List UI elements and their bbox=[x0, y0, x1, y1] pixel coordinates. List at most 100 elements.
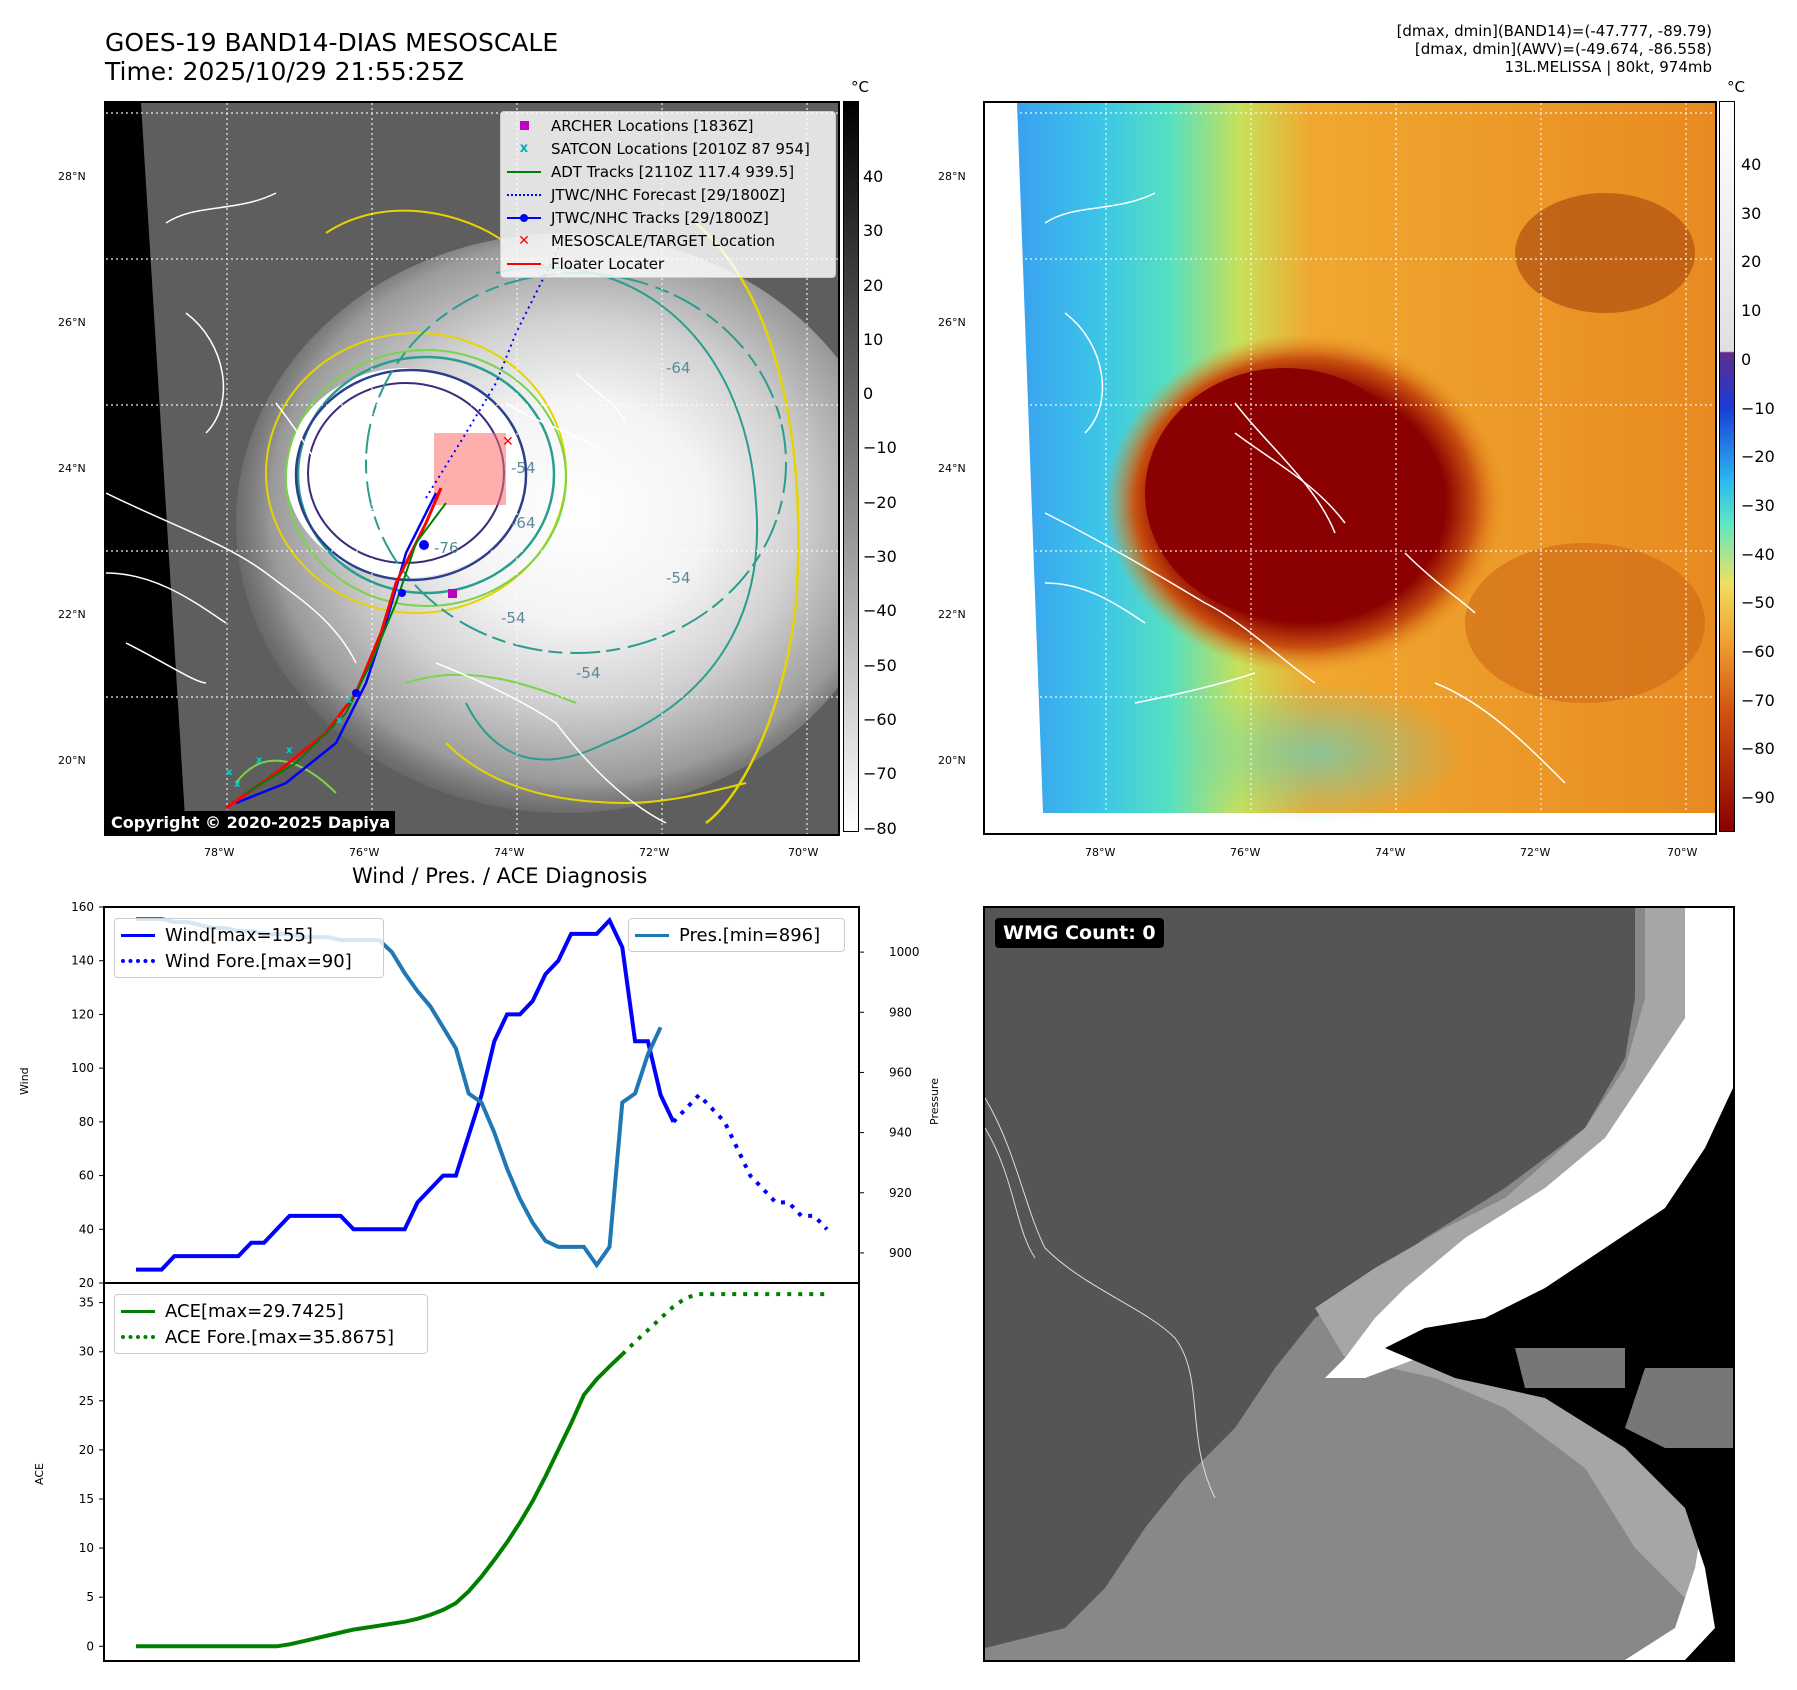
cb-tick: −90 bbox=[1741, 788, 1775, 808]
lat-label: 20°N bbox=[58, 754, 86, 767]
wmg-count-label: WMG Count: 0 bbox=[995, 918, 1164, 948]
svg-text:x: x bbox=[256, 755, 263, 766]
cb-tick: −80 bbox=[863, 818, 897, 838]
legend-item: Wind[max=155] bbox=[115, 922, 383, 948]
cb-tick: −70 bbox=[863, 764, 897, 784]
cb-tick: −30 bbox=[863, 547, 897, 567]
legend-item: ACE[max=29.7425] bbox=[115, 1298, 427, 1324]
lon-label: 74°W bbox=[1375, 846, 1406, 859]
archer-marker bbox=[448, 589, 457, 598]
cb-tick: −10 bbox=[1741, 398, 1775, 418]
wind-ylabel: Wind bbox=[18, 1067, 31, 1095]
legend-item: ADT Tracks [2110Z 117.4 939.5] bbox=[501, 160, 835, 183]
y-tick-label: 100 bbox=[71, 1061, 94, 1075]
wind-forecast-line bbox=[671, 1092, 829, 1231]
legend-label: ARCHER Locations [1836Z] bbox=[551, 116, 754, 135]
colorbar-color-unit: °C bbox=[1727, 78, 1745, 96]
pressure-ylabel: Pressure bbox=[928, 1078, 941, 1125]
map-legend: ARCHER Locations [1836Z] x SATCON Locati… bbox=[500, 111, 836, 278]
cb-tick: −40 bbox=[1741, 544, 1775, 564]
pressure-legend: Pres.[min=896] bbox=[628, 918, 845, 952]
legend-item: Pres.[min=896] bbox=[629, 922, 844, 948]
cb-tick: −60 bbox=[863, 709, 897, 729]
lon-label: 78°W bbox=[1085, 846, 1116, 859]
cb-tick: 10 bbox=[863, 329, 884, 349]
title-line-2: Time: 2025/10/29 21:55:25Z bbox=[105, 57, 464, 86]
cb-tick: −20 bbox=[863, 492, 897, 512]
lon-label: 76°W bbox=[349, 846, 380, 859]
legend-item: ACE Fore.[max=35.8675] bbox=[115, 1324, 427, 1350]
lon-label: 72°W bbox=[639, 846, 670, 859]
colorbar-color-ticks: 40 30 20 10 0 −10 −20 −30 −40 −50 −60 −7… bbox=[1741, 141, 1775, 823]
cb-tick: −40 bbox=[863, 601, 897, 621]
legend-label: JTWC/NHC Forecast [29/1800Z] bbox=[551, 185, 786, 204]
ace-forecast-line bbox=[620, 1292, 827, 1356]
y2-tick-label: 900 bbox=[889, 1246, 912, 1260]
cb-tick: −80 bbox=[1741, 739, 1775, 759]
y-tick-label: 25 bbox=[79, 1394, 94, 1408]
y-tick-label: 20 bbox=[79, 1443, 94, 1457]
svg-text:✕: ✕ bbox=[502, 434, 514, 450]
contour-label: -54 bbox=[666, 569, 691, 587]
y-tick-label: 40 bbox=[79, 1222, 94, 1236]
legend-label: Pres.[min=896] bbox=[679, 924, 821, 946]
legend-item: Floater Locater bbox=[501, 252, 835, 275]
cb-tick: 20 bbox=[1741, 252, 1762, 272]
lat-label: 20°N bbox=[938, 754, 966, 767]
y2-tick-label: 920 bbox=[889, 1186, 912, 1200]
cb-tick: −10 bbox=[863, 438, 897, 458]
info-line-2: [dmax, dmin](AWV)=(-49.674, -86.558) bbox=[1414, 40, 1712, 58]
legend-label: ACE Fore.[max=35.8675] bbox=[165, 1326, 394, 1348]
legend-label: Floater Locater bbox=[551, 254, 665, 273]
adt-track bbox=[245, 502, 447, 794]
y-tick-label: 35 bbox=[79, 1296, 94, 1310]
y-tick-label: 10 bbox=[79, 1541, 94, 1555]
legend-item: JTWC/NHC Forecast [29/1800Z] bbox=[501, 183, 835, 206]
legend-item: ✕ MESOSCALE/TARGET Location bbox=[518, 231, 776, 250]
lon-label: 70°W bbox=[788, 846, 819, 859]
legend-item: ARCHER Locations [1836Z] bbox=[501, 114, 835, 137]
info-line-3: 13L.MELISSA | 80kt, 974mb bbox=[1504, 58, 1712, 76]
colorbar-color bbox=[1719, 101, 1735, 832]
cb-tick: 10 bbox=[1741, 301, 1762, 321]
y-tick-label: 5 bbox=[86, 1590, 94, 1604]
contour-label: -64 bbox=[511, 514, 536, 532]
ace-line bbox=[136, 1352, 624, 1649]
y-tick-label: 20 bbox=[79, 1276, 94, 1290]
svg-text:x: x bbox=[226, 767, 233, 778]
lon-label: 78°W bbox=[204, 846, 235, 859]
central-dense-overcast bbox=[286, 368, 526, 578]
lat-label: 22°N bbox=[58, 608, 86, 621]
cb-tick: 20 bbox=[863, 275, 884, 295]
lat-label: 24°N bbox=[58, 462, 86, 475]
ace-ylabel: ACE bbox=[33, 1463, 46, 1485]
cb-tick: −50 bbox=[863, 655, 897, 675]
y2-tick-label: 940 bbox=[889, 1126, 912, 1140]
cb-tick: −20 bbox=[1741, 447, 1775, 467]
ir-lat-labels: 28°N 26°N 24°N 22°N 20°N bbox=[58, 104, 86, 834]
svg-text:x: x bbox=[346, 695, 353, 706]
contour-label: -54 bbox=[501, 609, 526, 627]
legend-label: Wind[max=155] bbox=[165, 924, 313, 946]
wmg-svg bbox=[985, 908, 1733, 1660]
colorbar-gray-ticks: 40 30 20 10 0 −10 −20 −30 −40 −50 −60 −7… bbox=[863, 150, 897, 856]
floater-track bbox=[225, 487, 443, 810]
cb-tick: −70 bbox=[1741, 690, 1775, 710]
legend-item: Wind Fore.[max=90] bbox=[115, 948, 383, 974]
cb-tick: 30 bbox=[863, 221, 884, 241]
y-tick-label: 0 bbox=[86, 1639, 94, 1653]
legend-label: MESOSCALE/TARGET Location bbox=[551, 231, 776, 250]
wind-legend: Wind[max=155] Wind Fore.[max=90] bbox=[114, 918, 384, 978]
y-tick-label: 120 bbox=[71, 1007, 94, 1021]
y-tick-label: 160 bbox=[71, 900, 94, 914]
wind-line bbox=[136, 916, 676, 1272]
ir-color-map bbox=[983, 101, 1717, 835]
title-line-1: GOES-19 BAND14-DIAS MESOSCALE bbox=[105, 28, 559, 57]
contour-label: -54 bbox=[576, 664, 601, 682]
lon-label: 76°W bbox=[1230, 846, 1261, 859]
legend-label: ADT Tracks [2110Z 117.4 939.5] bbox=[551, 162, 795, 181]
color-lat-labels: 28°N 26°N 24°N 22°N 20°N bbox=[938, 104, 966, 834]
lat-label: 28°N bbox=[58, 170, 86, 183]
chart-title: GOES-19 BAND14-DIAS MESOSCALE Time: 2025… bbox=[105, 28, 558, 86]
y-tick-label: 60 bbox=[79, 1169, 94, 1183]
